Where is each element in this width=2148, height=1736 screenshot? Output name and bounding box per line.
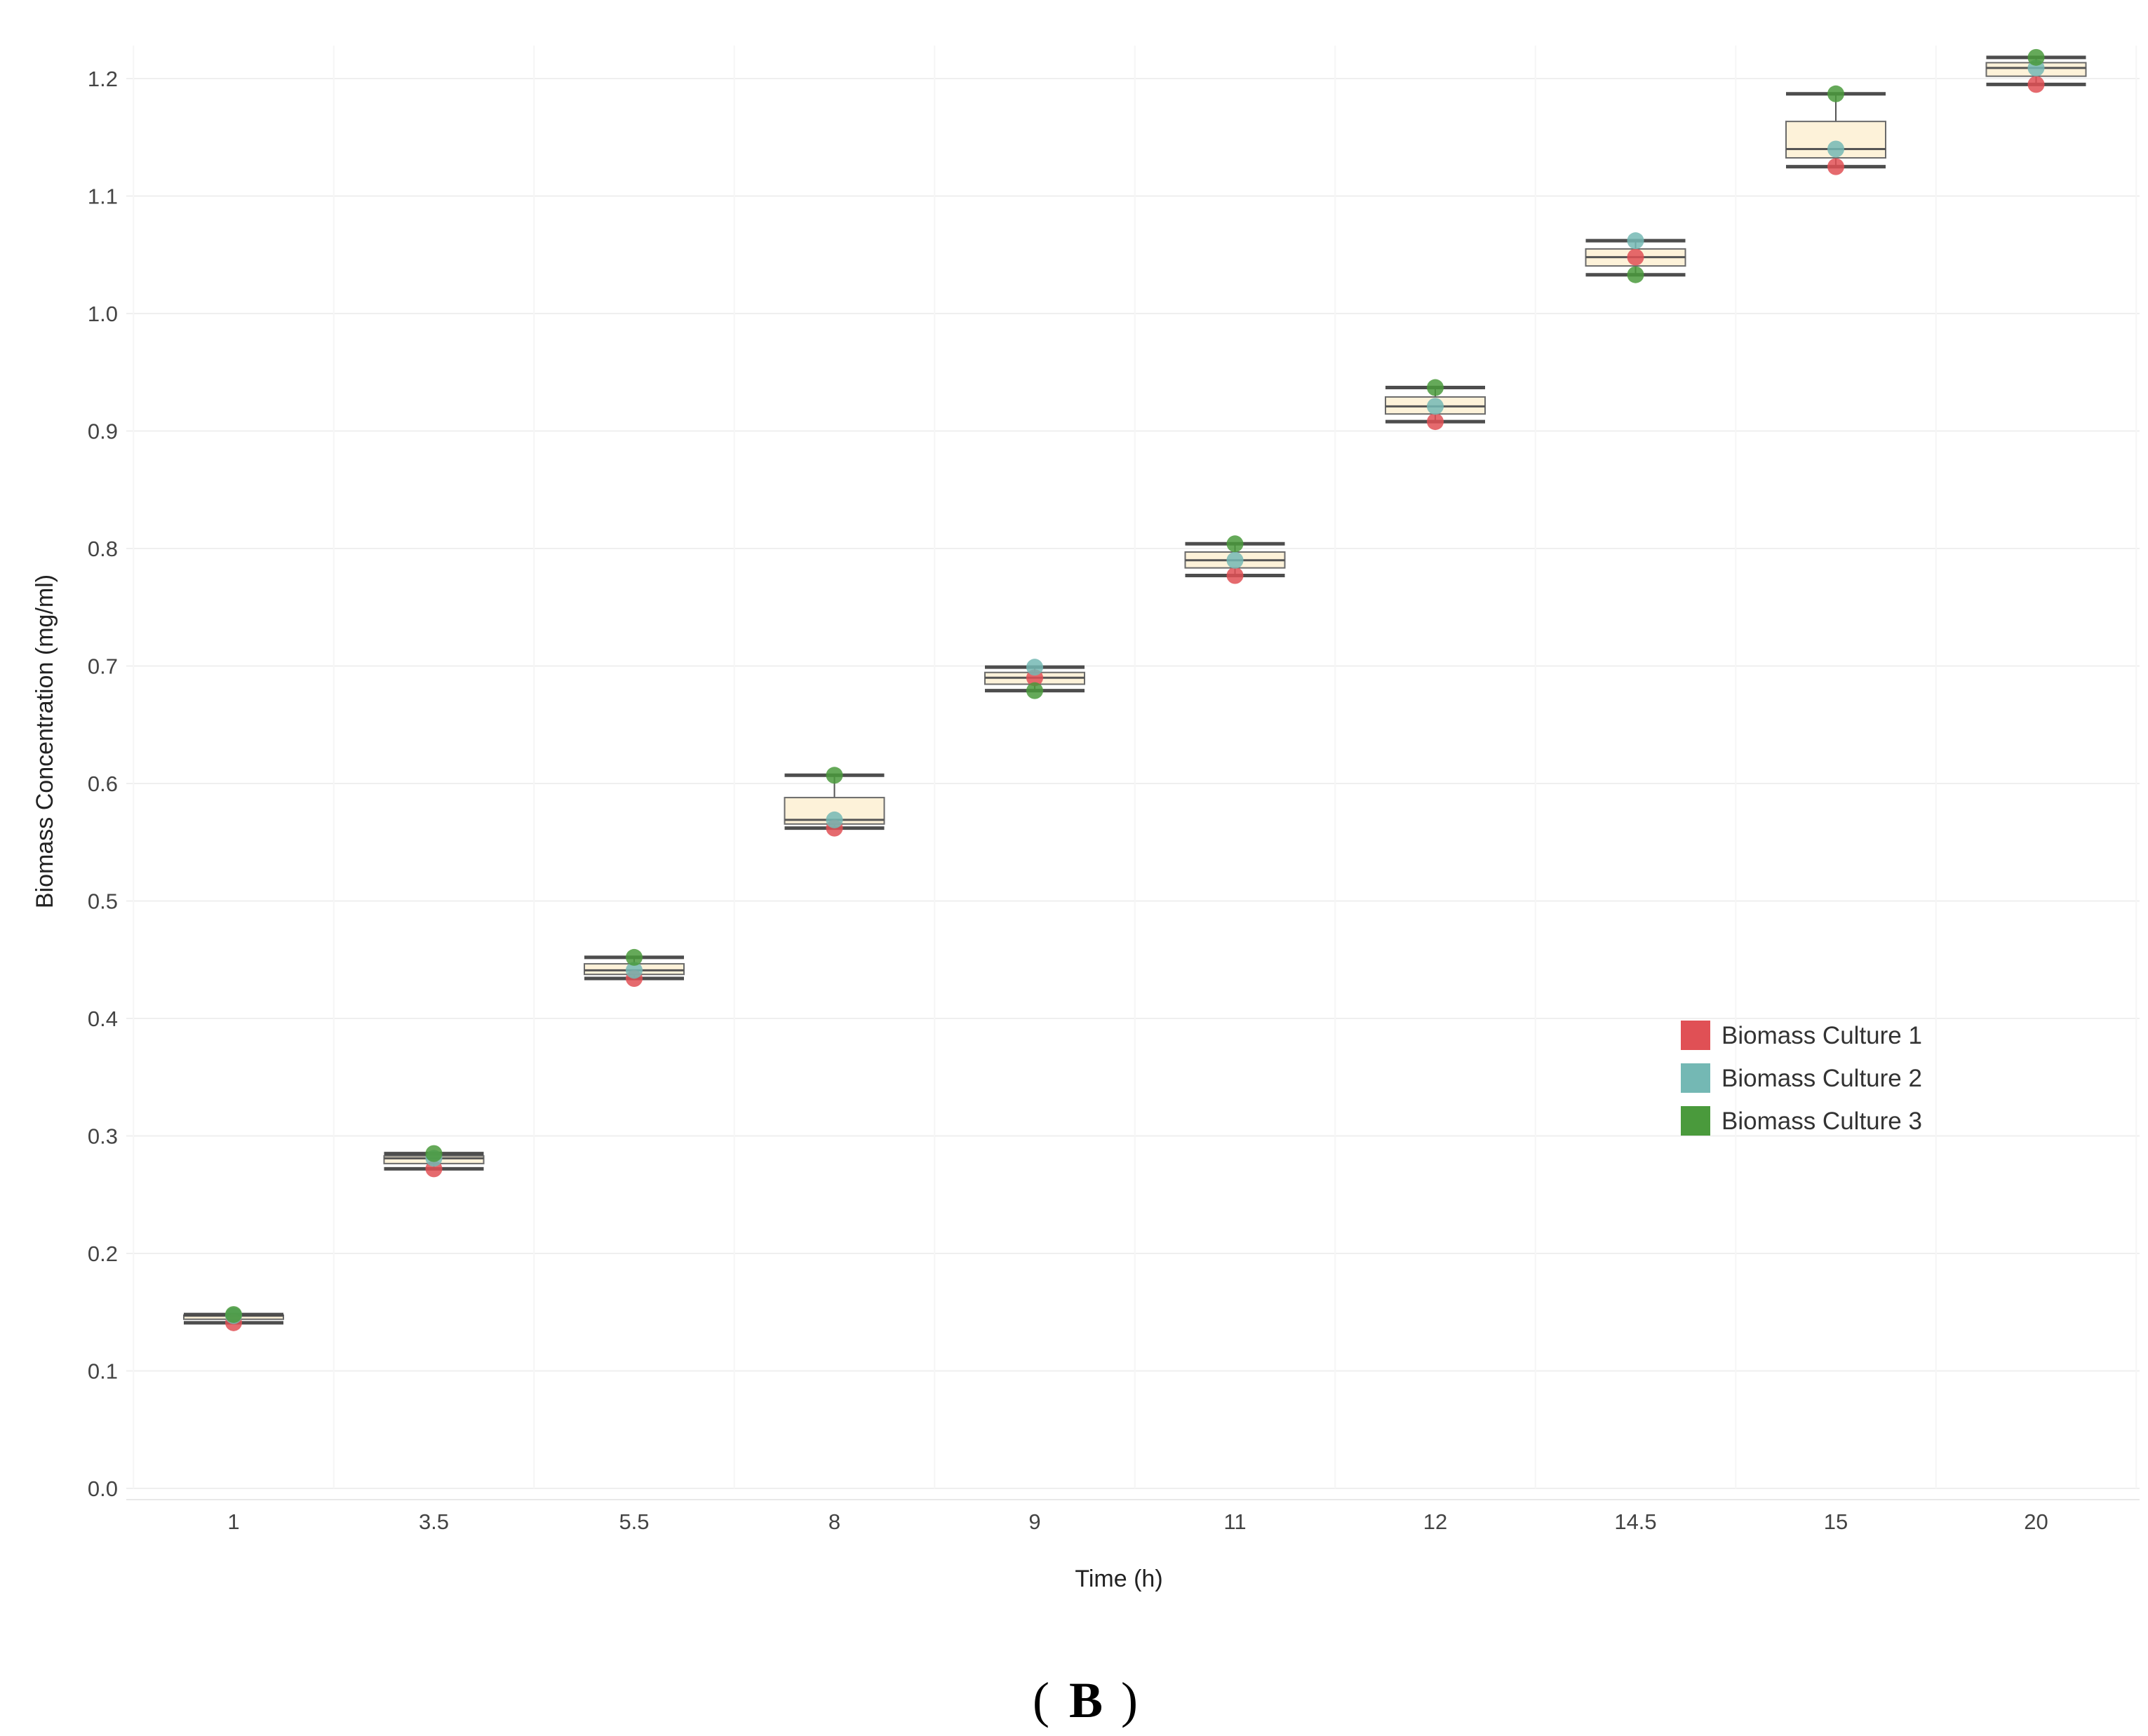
y-tick-label: 1.0 bbox=[88, 302, 118, 326]
data-point-culture-2 bbox=[1627, 232, 1644, 250]
legend-label: Biomass Culture 2 bbox=[1721, 1065, 1922, 1092]
data-point-culture-3 bbox=[1226, 535, 1244, 553]
data-point-culture-3 bbox=[225, 1306, 242, 1324]
legend-label: Biomass Culture 1 bbox=[1721, 1022, 1922, 1049]
svg-text:(: ( bbox=[1033, 1672, 1049, 1728]
data-point-culture-3 bbox=[826, 767, 843, 784]
x-tick-label: 3.5 bbox=[419, 1509, 449, 1534]
x-tick-label: 9 bbox=[1028, 1509, 1040, 1534]
data-point-culture-2 bbox=[1427, 398, 1444, 415]
legend-swatch bbox=[1681, 1021, 1710, 1050]
x-tick-label: 8 bbox=[828, 1509, 840, 1534]
data-point-culture-1 bbox=[1226, 567, 1244, 584]
x-tick-label: 11 bbox=[1223, 1509, 1246, 1534]
x-tick-label: 14.5 bbox=[1614, 1509, 1656, 1534]
data-point-culture-2 bbox=[1226, 551, 1244, 569]
data-point-culture-2 bbox=[1026, 659, 1043, 676]
x-tick-label: 1 bbox=[227, 1509, 239, 1534]
legend-item: Biomass Culture 1 bbox=[1681, 1021, 1922, 1050]
y-axis-title: Biomass Concentration (mg/ml) bbox=[32, 574, 58, 908]
box-group bbox=[784, 773, 885, 830]
legend-label: Biomass Culture 3 bbox=[1721, 1108, 1922, 1135]
data-point-culture-1 bbox=[1627, 248, 1644, 266]
data-point-culture-3 bbox=[1627, 266, 1644, 283]
y-tick-label: 1.1 bbox=[88, 184, 118, 209]
panel-label: ( B ) bbox=[1033, 1672, 1138, 1728]
y-tick-label: 0.0 bbox=[88, 1476, 118, 1501]
y-tick-label: 0.2 bbox=[88, 1242, 118, 1266]
legend-item: Biomass Culture 2 bbox=[1681, 1063, 1922, 1093]
data-point-culture-2 bbox=[1827, 140, 1844, 158]
y-tick-label: 1.2 bbox=[88, 67, 118, 91]
data-point-culture-3 bbox=[1026, 682, 1043, 699]
data-point-culture-2 bbox=[626, 962, 643, 979]
legend-item: Biomass Culture 3 bbox=[1681, 1106, 1922, 1136]
x-tick-label: 20 bbox=[2024, 1509, 2048, 1534]
legend: Biomass Culture 1 Biomass Culture 2 Biomas… bbox=[1681, 1021, 1922, 1136]
svg-text:): ) bbox=[1121, 1672, 1138, 1728]
y-tick-label: 0.6 bbox=[88, 772, 118, 796]
y-tick-label: 0.3 bbox=[88, 1124, 118, 1149]
data-point-culture-1 bbox=[1427, 413, 1444, 431]
y-axis: 0.0 0.1 0.2 0.3 0.4 0.5 0.6 0.7 0.8 0.9 1.0 1.1 1.2 bbox=[88, 67, 118, 1501]
data-point-culture-2 bbox=[826, 811, 843, 828]
y-tick-label: 0.1 bbox=[88, 1359, 118, 1384]
y-tick-label: 0.8 bbox=[88, 537, 118, 561]
legend-swatch bbox=[1681, 1063, 1710, 1093]
data-point-culture-3 bbox=[2027, 48, 2045, 66]
data-point-culture-3 bbox=[425, 1145, 443, 1162]
data-point-culture-3 bbox=[1427, 379, 1444, 396]
legend-swatch bbox=[1681, 1106, 1710, 1136]
x-tick-label: 12 bbox=[1423, 1509, 1447, 1534]
panel-label-text: B bbox=[1069, 1672, 1103, 1728]
y-tick-label: 0.7 bbox=[88, 654, 118, 679]
x-axis-title: Time (h) bbox=[1075, 1566, 1162, 1592]
x-tick-label: 15 bbox=[1824, 1509, 1848, 1534]
data-point-culture-3 bbox=[1827, 85, 1844, 102]
data-point-culture-1 bbox=[2027, 76, 2045, 93]
x-tick-label: 5.5 bbox=[619, 1509, 649, 1534]
data-point-culture-1 bbox=[1827, 158, 1844, 175]
x-axis: 1 3.5 5.5 8 9 11 12 14.5 15 20 bbox=[126, 1499, 2140, 1534]
grid-lines bbox=[126, 46, 2140, 1489]
y-tick-label: 0.9 bbox=[88, 419, 118, 444]
y-tick-label: 0.4 bbox=[88, 1007, 118, 1031]
data-points bbox=[225, 48, 2045, 1331]
data-point-culture-3 bbox=[626, 948, 643, 966]
y-tick-label: 0.5 bbox=[88, 889, 118, 914]
